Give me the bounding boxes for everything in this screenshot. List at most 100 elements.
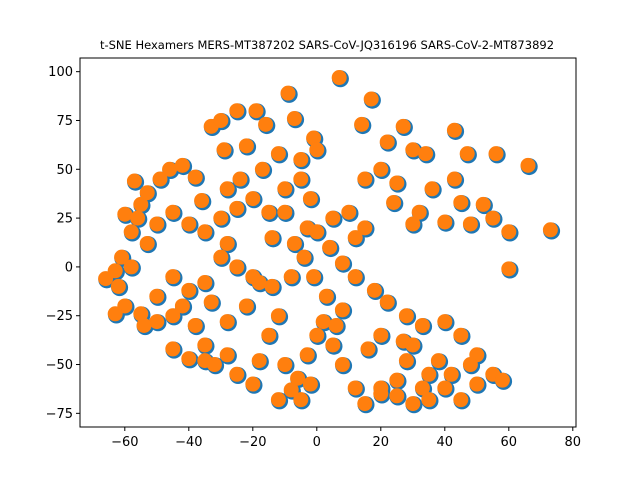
scatter-point-s1-87	[315, 314, 331, 330]
chart-title: t-SNE Hexamers MERS-MT387202 SARS-CoV-JQ…	[100, 38, 554, 52]
scatter-point-s1-21	[270, 146, 286, 162]
x-tick-label: −60	[111, 435, 138, 450]
scatter-point-s1-91	[334, 357, 350, 373]
scatter-point-s1-7	[133, 196, 149, 212]
scatter-point-s1-83	[283, 382, 299, 398]
scatter-point-s1-63	[149, 216, 165, 232]
scatter-point-s1-20	[258, 116, 274, 132]
scatter-point-s1-103	[334, 255, 350, 271]
scatter-point-s1-151	[219, 181, 235, 197]
scatter-point-s1-13	[194, 193, 210, 209]
x-tick-label: 20	[373, 435, 390, 450]
scatter-point-s1-146	[328, 317, 344, 333]
y-tick-label: 75	[56, 114, 73, 129]
scatter-point-s1-65	[123, 259, 139, 275]
scatter-point-s1-158	[395, 333, 411, 349]
scatter-point-s1-62	[165, 204, 181, 220]
scatter-point-s1-130	[494, 372, 510, 388]
scatter-point-s1-90	[293, 392, 309, 408]
scatter-point-s1-93	[357, 396, 373, 412]
scatter-point-s1-161	[334, 302, 350, 318]
y-tick-label: −75	[46, 407, 73, 422]
scatter-point-s1-141	[341, 204, 357, 220]
scatter-point-s1-100	[379, 294, 395, 310]
scatter-point-s1-74	[197, 337, 213, 353]
scatter-point-s1-26	[309, 142, 325, 158]
scatter-point-s1-128	[469, 376, 485, 392]
scatter-point-s1-5	[130, 210, 146, 226]
scatter-point-s1-25	[306, 130, 322, 146]
y-tick-label: −50	[46, 358, 73, 373]
scatter-point-s1-42	[453, 194, 469, 210]
scatter-point-s1-82	[277, 357, 293, 373]
x-tick-label: −40	[175, 435, 202, 450]
scatter-point-s1-36	[488, 146, 504, 162]
y-tick-label: 100	[48, 65, 73, 80]
points-layer	[98, 70, 561, 414]
scatter-point-s1-68	[107, 306, 123, 322]
scatter-point-s1-89	[270, 392, 286, 408]
scatter-point-s1-8	[139, 185, 155, 201]
scatter-point-s1-123	[219, 235, 235, 251]
scatter-point-s1-47	[501, 261, 517, 277]
scatter-point-s1-120	[219, 314, 235, 330]
scatter-point-s1-61	[181, 216, 197, 232]
scatter-point-s1-113	[181, 282, 197, 298]
scatter-point-s1-98	[414, 317, 430, 333]
x-tick-label: 80	[565, 435, 582, 450]
scatter-point-s1-32	[405, 142, 421, 158]
scatter-point-s1-59	[213, 210, 229, 226]
scatter-point-s1-34	[446, 122, 462, 138]
scatter-point-s1-1	[107, 263, 123, 279]
scatter-point-s1-137	[373, 380, 389, 396]
scatter-point-s1-133	[437, 314, 453, 330]
x-tick-label: 0	[313, 435, 321, 450]
scatter-point-s1-17	[229, 103, 245, 119]
scatter-point-s1-69	[133, 306, 149, 322]
y-tick-label: −25	[46, 309, 73, 324]
scatter-point-s1-33	[418, 146, 434, 162]
scatter-point-s1-92	[347, 380, 363, 396]
scatter-point-s1-41	[424, 181, 440, 197]
scatter-point-s1-85	[299, 347, 315, 363]
scatter-point-s1-148	[373, 327, 389, 343]
scatter-point-s1-96	[398, 353, 414, 369]
scatter-point-s1-52	[325, 210, 341, 226]
scatter-point-s1-88	[325, 337, 341, 353]
scatter-point-s1-150	[232, 171, 248, 187]
x-tick-label: 60	[501, 435, 518, 450]
scatter-point-s1-48	[462, 216, 478, 232]
scatter-point-s1-76	[219, 347, 235, 363]
x-axis: −60 −40 −20 0 20 40 60 80	[111, 427, 581, 450]
scatter-point-s1-147	[360, 341, 376, 357]
scatter-point-s1-38	[446, 171, 462, 187]
scatter-point-s1-138	[430, 353, 446, 369]
scatter-point-s1-66	[110, 278, 126, 294]
scatter-point-s1-81	[270, 308, 286, 324]
scatter-point-s1-60	[197, 224, 213, 240]
scatter-point-s1-29	[363, 91, 379, 107]
scatter-point-s1-45	[501, 224, 517, 240]
scatter-point-s1-95	[389, 372, 405, 388]
scatter-point-s1-43	[475, 196, 491, 212]
scatter-point-s1-112	[197, 275, 213, 291]
scatter-point-s1-125	[421, 366, 437, 382]
scatter-point-s1-116	[136, 317, 152, 333]
y-tick-label: 50	[56, 163, 73, 178]
scatter-point-s1-136	[389, 388, 405, 404]
scatter-point-s1-44	[485, 210, 501, 226]
scatter-point-s1-23	[286, 111, 302, 127]
scatter-point-s1-153	[277, 204, 293, 220]
scatter-point-s1-3	[117, 206, 133, 222]
scatter-point-s1-115	[149, 314, 165, 330]
scatter-point-s1-99	[398, 308, 414, 324]
scatter-point-s1-157	[462, 357, 478, 373]
scatter-point-s1-9	[152, 171, 168, 187]
scatter-point-s1-159	[414, 380, 430, 396]
scatter-point-s1-72	[174, 298, 190, 314]
scatter-point-s1-110	[229, 259, 245, 275]
scatter-point-s1-139	[443, 366, 459, 382]
scatter-point-s1-124	[203, 294, 219, 310]
scatter-point-s1-152	[254, 161, 270, 177]
